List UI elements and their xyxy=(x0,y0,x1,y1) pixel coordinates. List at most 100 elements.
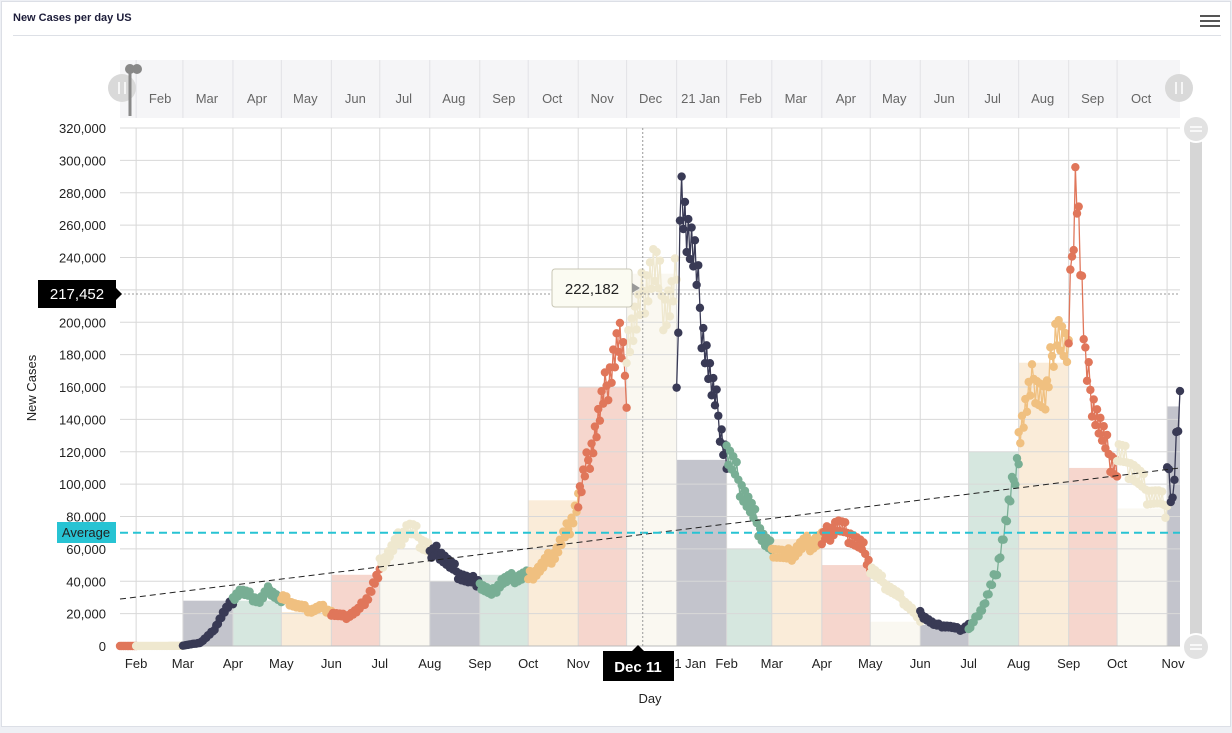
data-point xyxy=(687,223,696,232)
data-point xyxy=(669,297,678,306)
data-point xyxy=(1049,362,1058,371)
navigator-tick-label: Oct xyxy=(542,91,563,106)
data-point xyxy=(977,606,987,615)
data-point xyxy=(550,554,560,564)
x-crosshair-badge: Dec 11 xyxy=(603,645,674,681)
y-tick-label: 140,000 xyxy=(59,412,106,427)
data-point xyxy=(640,309,650,318)
navigator-left-handle[interactable] xyxy=(108,74,136,102)
data-point xyxy=(732,457,741,467)
data-point xyxy=(620,371,630,381)
data-point xyxy=(1081,343,1090,352)
panel-title: New Cases per day US xyxy=(13,12,132,24)
navigator-tick-label: Sep xyxy=(492,91,515,106)
y-tick-label: 20,000 xyxy=(66,607,106,622)
data-point xyxy=(692,280,701,290)
tooltip-value: 222,182 xyxy=(565,281,619,298)
navigator-tick-label: Jul xyxy=(984,91,1001,106)
navigator-right-handle[interactable] xyxy=(1165,74,1193,102)
data-point xyxy=(654,284,663,293)
hamburger-menu-icon[interactable] xyxy=(1200,12,1220,28)
data-point xyxy=(585,464,595,474)
data-point xyxy=(1082,376,1092,386)
data-point xyxy=(412,521,421,531)
data-point xyxy=(675,216,685,225)
data-point xyxy=(1026,391,1035,400)
data-point xyxy=(1157,487,1167,496)
data-point xyxy=(1168,493,1177,502)
data-point xyxy=(670,254,680,263)
data-point xyxy=(624,326,633,335)
y-tick-label: 300,000 xyxy=(59,153,106,168)
x-tick-label: Sep xyxy=(1057,656,1080,671)
y-crosshair-badge: 217,452 xyxy=(38,280,122,308)
x-tick-label: May xyxy=(269,656,294,671)
data-point xyxy=(714,411,723,420)
data-point xyxy=(1042,376,1052,385)
data-point xyxy=(1027,360,1037,369)
x-tick-label: Mar xyxy=(172,656,195,671)
x-tick-label: Sep xyxy=(468,656,491,671)
data-point xyxy=(1002,516,1012,526)
data-point xyxy=(363,595,373,604)
x-tick-label: Apr xyxy=(223,656,244,671)
data-point xyxy=(632,325,641,334)
data-point xyxy=(859,538,868,547)
navigator-pin-icon[interactable] xyxy=(125,64,142,116)
data-point xyxy=(747,498,756,508)
data-point xyxy=(1139,469,1148,479)
vertical-scrollbar[interactable] xyxy=(1190,124,1202,652)
data-point xyxy=(1173,427,1183,436)
data-point xyxy=(629,336,638,346)
x-tick-label: Jun xyxy=(910,656,931,671)
data-point xyxy=(840,518,850,527)
data-point xyxy=(592,432,601,442)
x-tick-label: Nov xyxy=(1162,656,1186,671)
data-point xyxy=(1044,382,1053,392)
data-point xyxy=(432,541,441,550)
data-point xyxy=(642,271,651,280)
data-point xyxy=(652,247,661,257)
data-point xyxy=(610,363,620,372)
data-point xyxy=(1022,407,1032,417)
data-point xyxy=(373,573,383,583)
y-tick-label: 260,000 xyxy=(59,218,106,233)
navigator-tick-label: Feb xyxy=(149,91,171,106)
x-tick-label: Aug xyxy=(418,656,441,671)
panel-divider xyxy=(13,35,1221,36)
navigator-strip[interactable] xyxy=(120,60,1180,118)
data-point xyxy=(622,358,631,368)
data-point xyxy=(1072,209,1082,218)
data-point xyxy=(694,261,703,270)
navigator-tick-label: Jul xyxy=(395,91,412,106)
x-tick-label: Jul xyxy=(960,656,977,671)
x-tick-label: May xyxy=(858,656,883,671)
data-point xyxy=(594,404,603,414)
y-tick-label: 180,000 xyxy=(59,348,106,363)
data-point xyxy=(662,321,671,330)
data-point xyxy=(569,519,578,528)
y-axis: 0 20,000 40,000 60,000 80,000 100,000 120,000 1… xyxy=(59,121,106,654)
navigator-tick-label: Feb xyxy=(739,91,761,106)
data-point xyxy=(1067,252,1077,261)
data-point xyxy=(702,341,711,350)
navigator-axis: Feb Mar Apr May Jun Jul Aug Sep Oct Nov Dec 21 Jan F… xyxy=(135,60,1152,118)
y-tick-label: 200,000 xyxy=(59,315,106,330)
data-point xyxy=(655,256,665,265)
data-point xyxy=(1062,357,1072,367)
scroll-top-handle[interactable] xyxy=(1182,115,1210,143)
data-point xyxy=(999,535,1008,544)
scroll-bottom-handle[interactable] xyxy=(1182,633,1210,661)
month-band xyxy=(1117,508,1168,646)
x-tick-label: Feb xyxy=(125,656,147,671)
data-point xyxy=(630,302,640,311)
navigator-tick-label: Dec xyxy=(639,91,663,106)
x-tick-label: Oct xyxy=(1107,656,1128,671)
data-point xyxy=(992,570,1002,580)
x-tick-label: Feb xyxy=(715,656,737,671)
x-axis: Feb Mar Apr May Jun Jul Aug Sep Oct Nov 21 Jan Feb M… xyxy=(125,656,1185,671)
data-point xyxy=(864,555,873,565)
data-point xyxy=(1016,438,1025,448)
data-point xyxy=(597,387,606,396)
